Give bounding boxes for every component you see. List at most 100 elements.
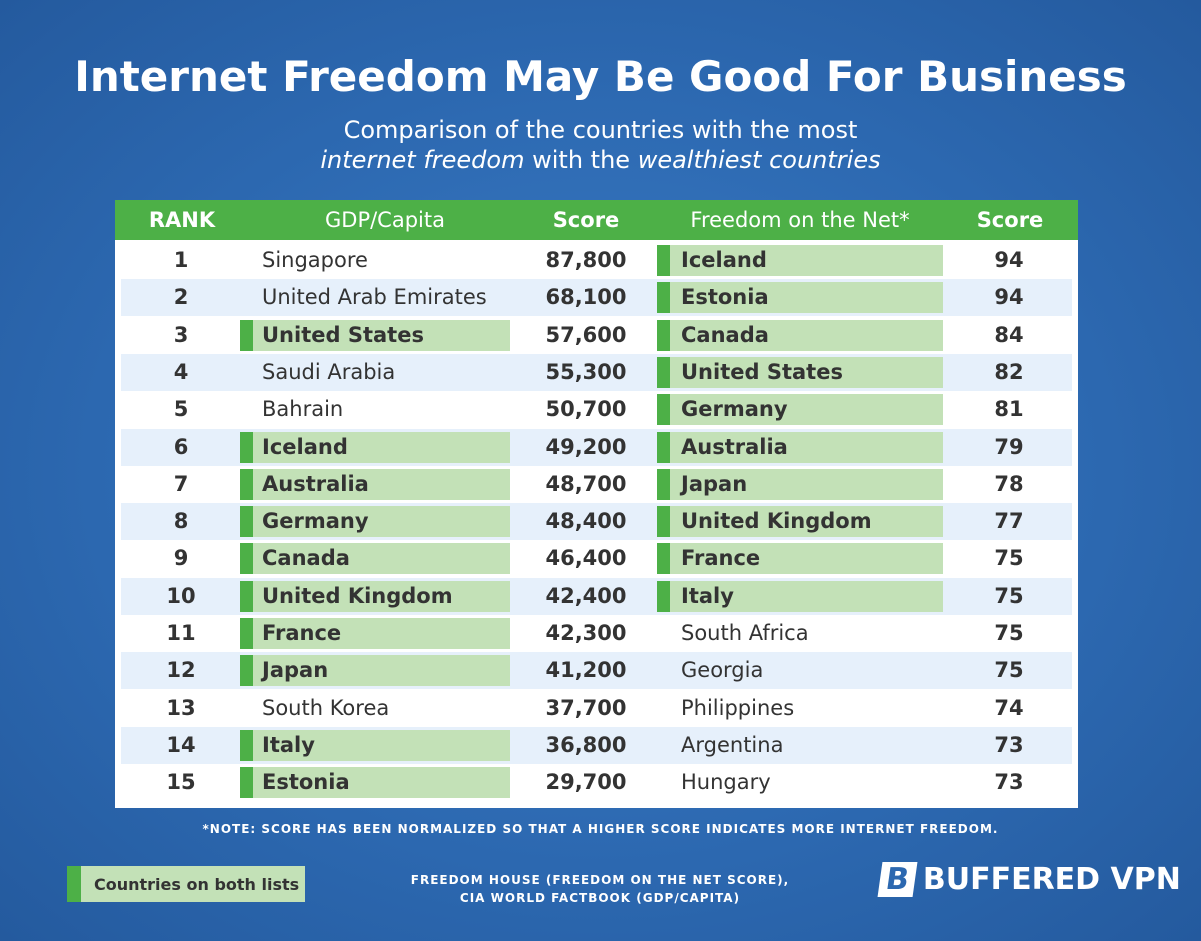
country: South Africa <box>681 621 809 645</box>
rank: 12 <box>166 658 196 683</box>
highlight <box>240 580 510 612</box>
gdp-score: 36,800 <box>545 732 627 757</box>
highlight <box>240 543 510 575</box>
table-row: 4 Saudi Arabia 55,300 United States 82 <box>121 353 1072 391</box>
column-header: RANK <box>148 208 216 232</box>
highlight-bar <box>657 543 670 575</box>
table-row: 7 Australia 48,700 Japan 78 <box>121 465 1072 503</box>
country: Germany <box>681 397 788 422</box>
country: Italy <box>262 732 315 757</box>
table: RANK GDP/Capita Score Freedom on the Net* Sc… <box>115 200 1078 808</box>
rank: 3 <box>173 322 189 347</box>
freedom-score: 74 <box>994 695 1024 720</box>
freedom-score: 73 <box>994 770 1024 795</box>
country: Singapore <box>262 248 368 272</box>
country: Japan <box>262 658 329 683</box>
logo: B BUFFERED VPN <box>877 862 1181 897</box>
table-row: 12 Japan 41,200 Georgia 75 <box>121 652 1072 690</box>
rank: 6 <box>173 434 189 459</box>
subtitle-text: with the <box>532 146 631 174</box>
rank: 14 <box>166 732 196 757</box>
rank: 13 <box>166 695 196 720</box>
freedom-score: 75 <box>994 546 1024 571</box>
highlight-bar <box>240 319 253 351</box>
country: Estonia <box>262 770 350 795</box>
rank: 2 <box>173 285 189 310</box>
freedom-score: 75 <box>994 621 1024 645</box>
highlight-bar <box>657 468 670 500</box>
highlight-bar <box>240 655 253 687</box>
legend: Countries on both lists <box>67 866 305 902</box>
freedom-score: 73 <box>994 732 1024 757</box>
column-header: GDP/Capita <box>325 208 445 232</box>
highlight-bar <box>657 394 670 426</box>
freedom-score: 79 <box>994 434 1024 459</box>
legend-label: Countries on both lists <box>94 875 300 894</box>
rank: 1 <box>173 248 189 272</box>
freedom-score: 75 <box>994 583 1024 608</box>
country: Bahrain <box>262 397 344 422</box>
highlight-bar <box>657 506 670 538</box>
source: CIA WORLD FACTBOOK (GDP/CAPITA) <box>459 891 741 905</box>
rank: 5 <box>173 397 189 422</box>
highlight <box>240 655 510 687</box>
table-row: 8 Germany 48,400 United Kingdom 77 <box>121 503 1072 541</box>
highlight-bar <box>240 506 253 538</box>
highlight-bar <box>240 618 253 649</box>
freedom-score: 94 <box>994 285 1024 310</box>
highlight <box>657 319 943 351</box>
subtitle: Comparison of the countries with the mos… <box>343 116 858 144</box>
highlight <box>657 356 943 388</box>
rank: 4 <box>173 359 189 384</box>
country: Canada <box>681 322 769 347</box>
freedom-score: 77 <box>994 509 1024 534</box>
country: Iceland <box>681 248 767 272</box>
rank: 9 <box>173 546 189 571</box>
column-header: Freedom on the Net* <box>690 208 910 232</box>
highlight-bar <box>657 431 670 463</box>
country: United States <box>262 322 424 347</box>
country: United Arab Emirates <box>262 285 487 310</box>
highlight <box>657 282 943 314</box>
country: Hungary <box>681 770 771 795</box>
note: *NOTE: SCORE HAS BEEN NORMALIZED SO THAT… <box>202 822 999 836</box>
highlight-bar <box>240 580 253 612</box>
country: Germany <box>262 509 369 534</box>
highlight <box>240 506 510 538</box>
gdp-score: 50,700 <box>545 397 627 422</box>
freedom-score: 84 <box>994 322 1024 347</box>
country: Estonia <box>681 285 769 310</box>
highlight <box>657 506 943 538</box>
column-header: Score <box>976 208 1044 232</box>
highlight-bar <box>657 580 670 612</box>
gdp-score: 42,400 <box>545 583 627 608</box>
logo-mark: B <box>877 862 918 897</box>
table-header: RANK GDP/Capita Score Freedom on the Net* Sc… <box>115 200 1078 240</box>
logo-text: BUFFERED VPN <box>922 862 1181 897</box>
highlight <box>657 394 943 426</box>
country: Georgia <box>681 658 764 683</box>
title: Internet Freedom May Be Good For Busines… <box>74 52 1127 101</box>
highlight <box>240 431 510 463</box>
freedom-score: 82 <box>994 359 1024 384</box>
gdp-score: 37,700 <box>545 695 627 720</box>
country: France <box>681 546 761 571</box>
highlight-bar <box>657 319 670 351</box>
table-row: 6 Iceland 49,200 Australia 79 <box>121 428 1072 466</box>
source: FREEDOM HOUSE (FREEDOM ON THE NET SCORE)… <box>410 873 790 887</box>
table-row: 13 South Korea 37,700 Philippines 74 <box>121 689 1072 727</box>
highlight-bar <box>657 356 670 388</box>
rank: 11 <box>166 621 196 645</box>
country: Italy <box>681 583 734 608</box>
country: Japan <box>681 471 748 496</box>
highlight <box>657 245 943 276</box>
freedom-score: 78 <box>994 471 1024 496</box>
subtitle-em: wealthiest countries <box>637 146 881 174</box>
subtitle-line: internet freedom with the wealthiest cou… <box>0 146 1201 174</box>
gdp-score: 46,400 <box>545 546 627 571</box>
rank: 7 <box>173 471 189 496</box>
rank: 15 <box>166 770 196 795</box>
country: France <box>262 621 342 645</box>
gdp-score: 42,300 <box>545 621 627 645</box>
table-row: 14 Italy 36,800 Argentina 73 <box>121 726 1072 764</box>
